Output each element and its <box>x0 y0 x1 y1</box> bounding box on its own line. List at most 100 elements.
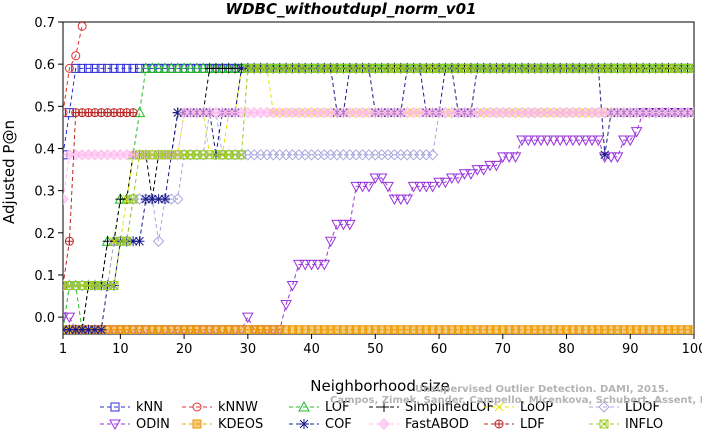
marker-part <box>326 63 336 73</box>
data-point-knn <box>77 63 87 73</box>
data-point-cof <box>128 236 139 247</box>
watermark-line-2: Campos, Zimek, Sander, Campello, Micenko… <box>330 395 702 406</box>
marker-part <box>599 419 609 429</box>
marker-part <box>389 63 399 73</box>
data-point-odin <box>241 312 254 324</box>
marker-part <box>562 63 572 73</box>
data-point-odin <box>560 135 573 147</box>
marker-part <box>275 63 285 73</box>
marker-part <box>625 63 635 73</box>
series-inflo <box>63 63 694 291</box>
marker-part <box>192 150 202 160</box>
marker-part <box>542 63 552 73</box>
data-point-knn <box>109 63 119 73</box>
marker-part <box>319 63 329 73</box>
marker-part <box>670 63 680 73</box>
data-point-odin <box>554 135 567 147</box>
marker-part <box>224 150 234 160</box>
marker-part <box>237 150 246 160</box>
marker-part <box>613 63 623 73</box>
data-point-odin <box>350 181 363 193</box>
x-tick-label: 70 <box>495 342 512 357</box>
data-point-fastabod <box>63 193 69 205</box>
data-point-ldof <box>172 193 184 205</box>
marker-part <box>415 63 425 73</box>
marker-part <box>268 63 278 73</box>
data-point-odin <box>471 165 484 176</box>
x-tick-label: 60 <box>431 342 448 357</box>
legend-marker <box>192 419 202 429</box>
x-tick-label: 100 <box>682 342 702 357</box>
data-point-knn <box>71 63 81 73</box>
marker-part <box>243 63 253 73</box>
legend-label: LDOF <box>625 400 660 415</box>
data-point-knn <box>128 63 138 73</box>
data-point-odin <box>535 135 547 147</box>
series-line-knnw <box>63 26 83 113</box>
marker-part <box>504 63 514 73</box>
series-kdeos <box>63 325 694 334</box>
marker-part <box>536 63 546 73</box>
legend-label: LOF <box>325 400 350 415</box>
marker-part <box>472 63 482 73</box>
marker-part <box>587 63 597 73</box>
legend-marker <box>110 402 120 412</box>
data-point-cof <box>159 194 170 205</box>
marker-part <box>115 236 125 246</box>
marker-part <box>300 63 310 73</box>
data-point-lof <box>184 62 197 73</box>
marker-part <box>460 63 470 73</box>
data-point-cof <box>236 63 247 74</box>
marker-part <box>638 63 648 73</box>
data-point-cof <box>134 236 145 247</box>
data-point-cof <box>153 194 164 205</box>
marker-part <box>109 281 119 290</box>
y-tick-label: 0.4 <box>34 142 55 157</box>
y-tick-label: 0.6 <box>34 58 55 73</box>
marker-part <box>63 281 68 291</box>
data-point-ldof <box>197 149 209 161</box>
marker-part <box>606 63 616 73</box>
series-ldf <box>63 108 138 291</box>
data-point-odin <box>567 135 579 147</box>
data-point-cof <box>140 194 151 205</box>
data-point-inflo <box>128 194 138 204</box>
marker-part <box>568 63 578 73</box>
data-point-knnw <box>77 22 87 31</box>
legend-marker <box>299 419 309 429</box>
legend-item-fastabod: FastABOD <box>369 417 469 432</box>
legend-label: kNNW <box>218 400 258 415</box>
marker-part <box>128 194 138 204</box>
marker-part <box>523 63 533 73</box>
x-tick-label: 20 <box>176 342 193 357</box>
marker-part <box>230 150 240 160</box>
data-point-odin <box>522 135 535 147</box>
marker-part <box>96 281 106 291</box>
data-point-odin <box>382 181 394 193</box>
marker-part <box>64 281 74 291</box>
data-point-odin <box>439 177 452 189</box>
marker-part <box>83 281 93 291</box>
marker-part <box>205 150 215 160</box>
marker-part <box>65 237 74 246</box>
marker-part <box>147 150 157 160</box>
data-point-odin <box>337 219 350 231</box>
data-point-knn <box>115 63 125 73</box>
legend-item-cof: COF <box>289 417 352 432</box>
marker-part <box>549 63 559 73</box>
data-point-odin <box>630 127 643 138</box>
marker-part <box>262 63 272 73</box>
data-point-odin <box>503 152 516 163</box>
legend-item-knnw: kNNW <box>182 400 258 415</box>
legend: kNN kNNW LOF SimplifiedLOF LoOP LDOF ODIN KDEOS… <box>100 400 663 432</box>
marker-part <box>644 63 654 73</box>
marker-part <box>453 63 463 73</box>
marker-part <box>71 281 81 291</box>
marker-part <box>160 150 170 160</box>
marker-part <box>370 63 380 73</box>
data-point-cof <box>83 324 94 334</box>
marker-part <box>657 63 667 73</box>
marker-part <box>332 63 342 73</box>
data-point-fastabod <box>688 106 694 119</box>
data-point-odin <box>611 152 624 163</box>
